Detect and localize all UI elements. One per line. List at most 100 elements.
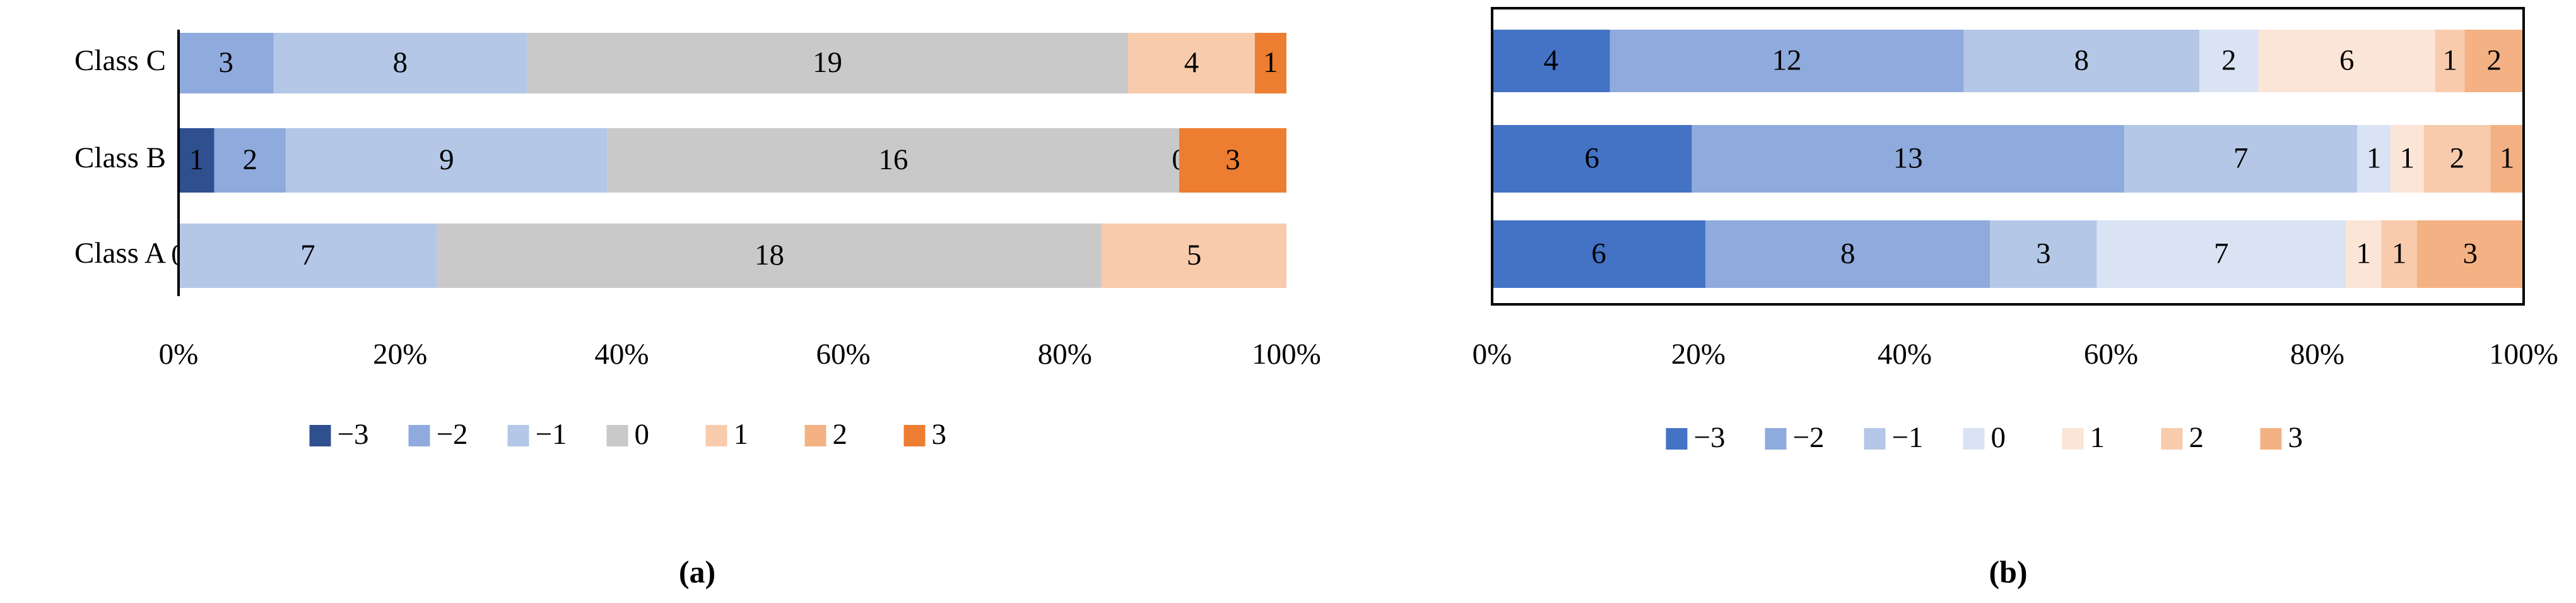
data-label: 2	[2221, 44, 2237, 76]
y-tick-label: Class A	[74, 237, 166, 270]
bar-segment	[2381, 220, 2417, 288]
bar-segment	[2416, 220, 2524, 288]
x-tick-label: 100%	[2489, 338, 2558, 371]
bar-segment	[179, 33, 274, 93]
bar-segment	[1691, 125, 2125, 193]
data-label: 2	[243, 143, 258, 176]
data-label: 19	[813, 46, 842, 79]
x-tick-label: 80%	[2290, 338, 2344, 371]
data-label: 1	[2367, 141, 2382, 174]
legend-swatch	[309, 425, 331, 446]
bar-segment	[1492, 220, 1706, 288]
x-tick-label: 0%	[1473, 338, 1512, 371]
legend-swatch	[903, 425, 926, 446]
data-label: 18	[755, 239, 784, 272]
data-label: 7	[2214, 237, 2229, 270]
panel-caption: (a)	[679, 554, 715, 589]
bar-segment	[1492, 125, 1692, 193]
data-label: 3	[219, 46, 234, 79]
bar-segment	[1179, 128, 1286, 193]
legend-swatch	[2062, 428, 2084, 450]
x-tick-label: 60%	[2084, 338, 2138, 371]
legend-label: 0	[1991, 421, 2006, 454]
data-label: 9	[439, 143, 454, 176]
data-label: 8	[2074, 44, 2090, 76]
data-label: 1	[2442, 44, 2457, 76]
legend-label: 3	[932, 418, 947, 451]
bar-segment	[2464, 30, 2524, 92]
bar-segment	[2097, 220, 2346, 288]
legend-label: −3	[1694, 421, 1726, 454]
bar-segment	[179, 224, 437, 288]
data-label: 6	[1591, 237, 1606, 270]
plot-frame	[1491, 7, 2525, 306]
bar-segment	[285, 128, 608, 193]
data-label: 3	[1225, 143, 1240, 176]
bar-segment	[1128, 33, 1255, 93]
bar-segment	[2357, 125, 2391, 193]
bar-segment	[2346, 220, 2382, 288]
legend-swatch	[804, 425, 826, 446]
legend-swatch	[1963, 428, 1985, 450]
legend-label: 0	[635, 418, 650, 451]
legend-swatch	[507, 425, 529, 446]
data-label: 1	[2400, 141, 2415, 174]
legend-label: 3	[2288, 421, 2303, 454]
legend-swatch	[606, 425, 628, 446]
legend-swatch	[408, 425, 430, 446]
x-tick-label: 20%	[373, 338, 427, 371]
legend-label: 1	[734, 418, 749, 451]
legend-label: 2	[833, 418, 848, 451]
data-label: 8	[1840, 237, 1856, 270]
bar-segment	[179, 128, 215, 193]
data-label: 1	[2392, 237, 2407, 270]
panel-caption: (b)	[1989, 554, 2027, 589]
x-tick-label: 100%	[1252, 338, 1321, 371]
legend-label: 1	[2090, 421, 2105, 454]
legend-swatch	[2161, 428, 2183, 450]
x-tick-label: 60%	[816, 338, 871, 371]
data-label: 3	[2036, 237, 2051, 270]
legend-label: −1	[536, 418, 567, 451]
data-label: 4	[1544, 44, 1559, 76]
legend-swatch	[1666, 428, 1688, 450]
bar-segment	[2258, 30, 2435, 92]
y-tick-label: Class C	[74, 44, 166, 77]
data-label: 1	[2356, 237, 2372, 270]
bar-segment	[607, 128, 1180, 193]
legend-label: −2	[1793, 421, 1825, 454]
data-label: 16	[878, 143, 908, 176]
bar-segment	[1990, 220, 2097, 288]
bar-segment	[2199, 30, 2259, 92]
bar-segment	[2124, 125, 2358, 193]
legend-label: −1	[1892, 421, 1924, 454]
bar-segment	[2391, 125, 2424, 193]
bar-segment	[1102, 224, 1286, 288]
data-label: 8	[392, 46, 408, 79]
legend-swatch	[1765, 428, 1787, 450]
bar-segment	[273, 33, 527, 93]
legend-label: −2	[437, 418, 468, 451]
legend-swatch	[1864, 428, 1886, 450]
data-label: 7	[300, 239, 315, 272]
data-label: 4	[1184, 46, 1199, 79]
data-label: 2	[2487, 44, 2502, 76]
bar-segment	[1963, 30, 2200, 92]
x-tick-label: 80%	[1038, 338, 1092, 371]
bar-segment	[526, 33, 1129, 93]
data-label: 1	[189, 143, 204, 176]
bar-segment	[1254, 33, 1286, 93]
bar-segment	[1609, 30, 1964, 92]
data-label: 3	[2463, 237, 2478, 270]
data-label: 1	[2500, 141, 2515, 174]
legend-label: 2	[2189, 421, 2204, 454]
bar-segment	[2435, 30, 2465, 92]
legend-swatch	[2260, 428, 2282, 450]
data-label: 2	[2450, 141, 2465, 174]
bar-segment	[214, 128, 286, 193]
data-label: 12	[1772, 44, 1802, 76]
x-tick-label: 20%	[1671, 338, 1726, 371]
y-tick-label: Class B	[74, 141, 166, 174]
data-label: 7	[2233, 141, 2249, 174]
